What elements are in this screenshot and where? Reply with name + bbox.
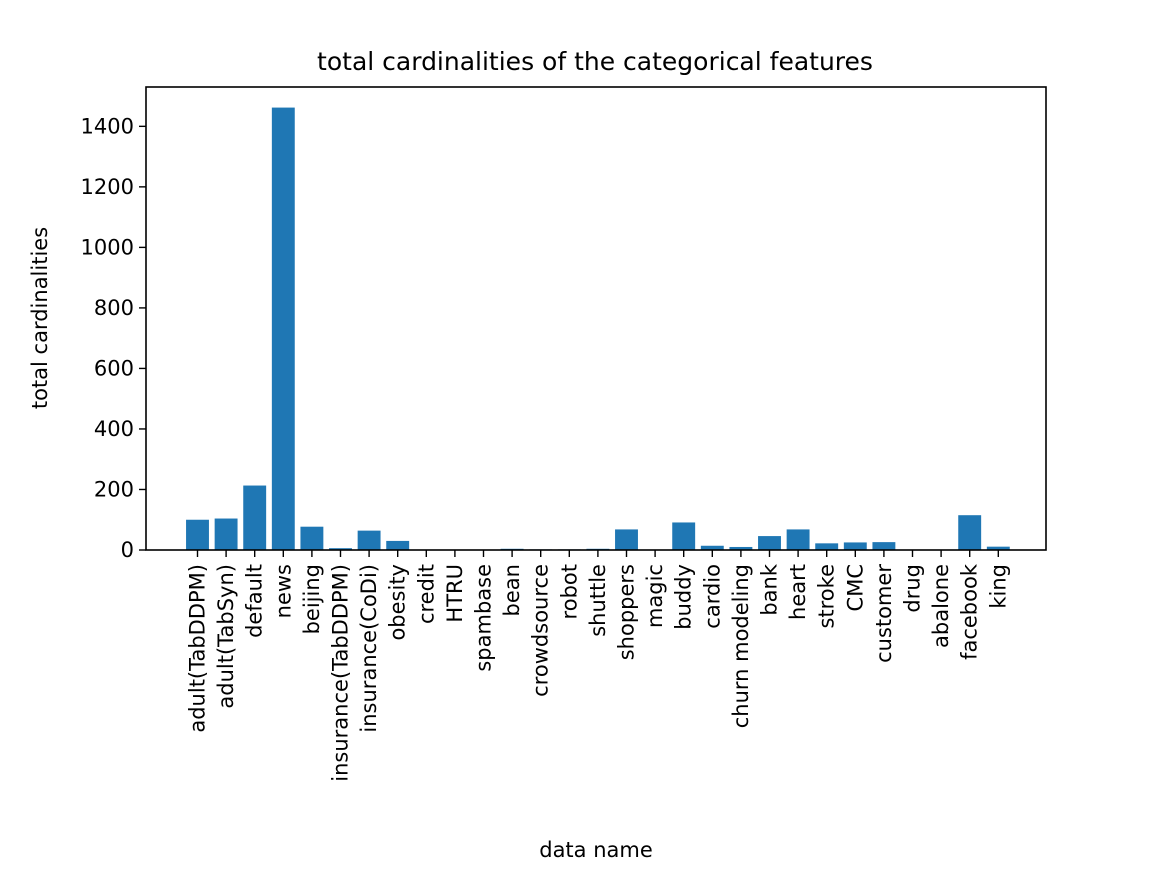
x-tick-label: adult(TabDDPM) [186, 564, 210, 733]
bar-obesity [386, 540, 410, 550]
x-tick-label: bean [500, 564, 524, 616]
x-tick-label: robot [557, 564, 581, 619]
bar-churn-modeling [729, 546, 753, 550]
x-tick-label: cardio [700, 564, 724, 629]
x-tick-label: shoppers [615, 564, 639, 660]
y-axis-ticks: 0 200 400 600 800 1000 1200 1400 [81, 114, 146, 562]
bar-customer [872, 542, 896, 550]
x-tick-label: insurance(CoDi) [357, 564, 381, 733]
y-tick-label: 600 [94, 356, 134, 380]
x-tick-label: buddy [672, 564, 696, 630]
bar-buddy [672, 522, 696, 550]
x-tick-label: HTRU [443, 564, 467, 623]
y-tick-label: 1200 [81, 175, 134, 199]
bar-heart [786, 529, 810, 550]
bars-group [186, 107, 1010, 550]
bar-adult-tabddpm [186, 519, 209, 550]
x-tick-label: shuttle [586, 564, 610, 637]
bar-king [986, 546, 1010, 550]
x-tick-label: stroke [815, 564, 839, 629]
x-tick-label: churn modeling [729, 564, 753, 728]
x-tick-label: bank [758, 563, 782, 616]
x-tick-label: facebook [958, 563, 982, 660]
x-tick-label: king [986, 564, 1010, 609]
x-tick-label: drug [901, 564, 925, 613]
x-tick-label: CMC [843, 564, 867, 611]
y-tick-label: 800 [94, 296, 134, 320]
y-tick-label: 1000 [81, 235, 134, 259]
x-tick-label: credit [414, 564, 438, 624]
x-tick-label: news [271, 564, 295, 618]
bar-shoppers [615, 529, 638, 550]
x-tick-label: beijing [300, 564, 324, 634]
x-tick-label: spambase [472, 564, 496, 672]
bar-facebook [958, 515, 982, 550]
bar-adult-tabsyn [214, 518, 238, 550]
x-tick-label: abalone [929, 564, 953, 648]
bar-insurance-tabddpm [329, 548, 352, 550]
bar-cardio [700, 545, 724, 550]
bar-bank [758, 536, 781, 550]
chart-title: total cardinalities of the categorical f… [317, 47, 873, 76]
x-tick-label: customer [872, 564, 896, 663]
x-axis-label: data name [539, 838, 653, 862]
x-tick-label: adult(TabSyn) [214, 564, 238, 709]
bar-news [271, 107, 295, 550]
x-tick-label: crowdsource [529, 564, 553, 697]
plot-frame [145, 86, 1047, 551]
y-axis-label: total cardinalities [28, 227, 52, 409]
x-tick-label: default [243, 564, 267, 638]
y-tick-label: 400 [94, 417, 134, 441]
x-tick-label: heart [786, 564, 810, 620]
bar-beijing [300, 526, 324, 550]
x-tick-label: insurance(TabDDPM) [329, 564, 353, 782]
y-tick-label: 200 [94, 477, 134, 501]
x-tick-label: magic [643, 564, 667, 628]
bar-default [243, 485, 267, 550]
y-tick-label: 0 [121, 538, 134, 562]
x-tick-label: obesity [386, 564, 410, 641]
bar-cmc [843, 542, 867, 550]
bar-stroke [815, 543, 839, 550]
y-tick-label: 1400 [81, 114, 134, 138]
bar-insurance-codi [357, 530, 381, 550]
x-axis-ticks: adult(TabDDPM) adult(TabSyn) default news be… [186, 550, 1010, 782]
